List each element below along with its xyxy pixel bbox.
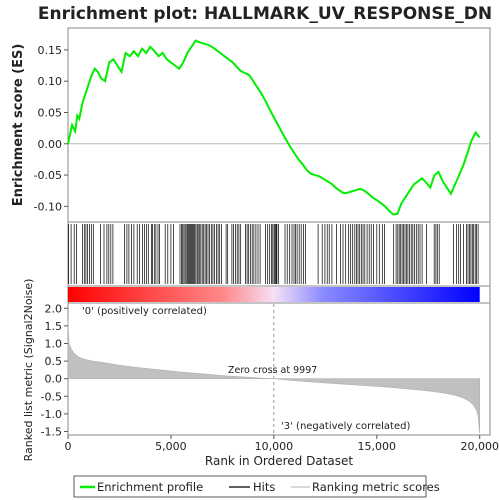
es-ytick-label: 0.10: [38, 75, 63, 88]
band-gradient: [68, 287, 480, 302]
metric-ytick-label: -1.5: [41, 425, 62, 438]
metric-ytick-label: -1.0: [41, 408, 62, 421]
enrichment-profile-line: [67, 39, 481, 216]
es-ytick-label: -0.05: [34, 169, 62, 182]
metric-ytick-label: 1.5: [45, 320, 63, 333]
es-axis-label: Enrichment score (ES): [11, 44, 26, 207]
metric-ytick-label: 2.0: [45, 302, 63, 315]
metric-axis-label: Ranked list metric (Signal2Noise): [22, 279, 35, 462]
es-ytick-label: 0.00: [38, 138, 63, 151]
ranking-metric-panel: -1.5 -1.0 -0.5 0.0 0.5 1.0 1.5 2.0 '0' (positiv…: [22, 279, 491, 462]
x-tick-label: 10,000: [255, 440, 294, 453]
legend-label-ranking-metric: Ranking metric scores: [312, 480, 440, 494]
zero-cross-label: Zero cross at 9997: [228, 365, 317, 376]
chart-title: Enrichment plot: HALLMARK_UV_RESPONSE_DN: [38, 4, 492, 24]
x-tick-label: 0: [65, 440, 72, 453]
legend-label-enrichment-profile: Enrichment profile: [97, 480, 203, 494]
ranking-color-band: [67, 285, 491, 304]
x-tick-label: 5,000: [155, 440, 187, 453]
x-tick-label: 20,000: [460, 440, 499, 453]
es-ytick-label: 0.05: [38, 106, 63, 119]
metric-ytick-label: 0.0: [45, 373, 63, 386]
hits-panel: [67, 221, 491, 287]
metric-ytick-label: 1.0: [45, 337, 63, 350]
es-ytick-label: 0.15: [38, 44, 63, 57]
x-axis-label: Rank in Ordered Dataset: [205, 454, 353, 468]
legend-label-hits: Hits: [253, 480, 275, 494]
legend: Enrichment profile Hits Ranking metric s…: [73, 475, 440, 498]
ranking-metric-area: [67, 320, 480, 434]
positive-correlation-label: '0' (positively correlated): [82, 306, 207, 317]
metric-ytick-label: -0.5: [41, 390, 62, 403]
es-ytick-label: -0.10: [34, 200, 62, 213]
negative-correlation-label: '3' (negatively correlated): [281, 421, 410, 432]
enrichment-score-panel: -0.10 -0.05 0.00 0.05 0.10 0.15 Enrichment sc…: [11, 27, 491, 223]
x-axis: 0 5,000 10,000 15,000 20,000 Rank in Ordered…: [65, 435, 499, 468]
metric-ytick-label: 0.5: [45, 355, 63, 368]
x-tick-label: 15,000: [358, 440, 397, 453]
